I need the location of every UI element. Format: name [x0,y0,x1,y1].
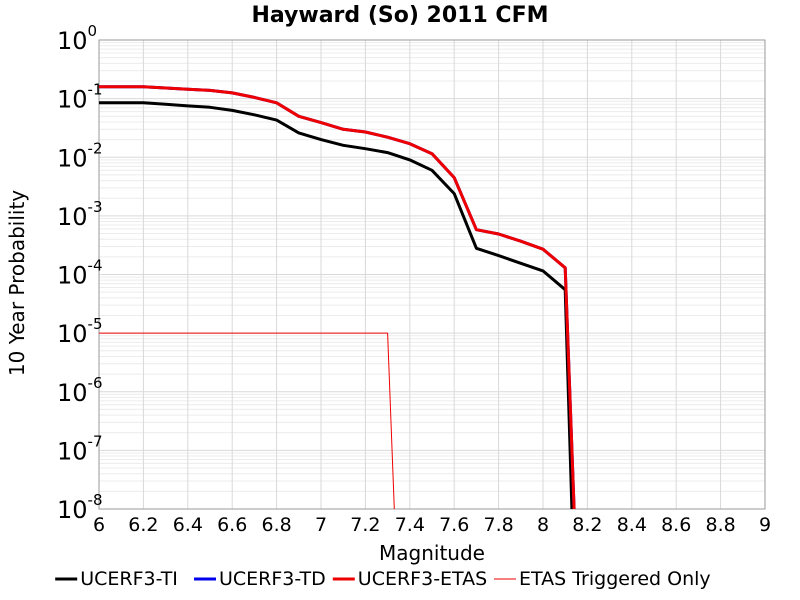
series-line-etas-triggered-only [99,332,395,510]
x-tick-label: 6.8 [261,514,291,536]
x-tick-label: 6 [93,514,105,536]
x-tick-label: 8 [537,514,549,536]
x-tick-label: 9 [759,514,771,536]
x-axis-ticks: 6 6.2 6.4 6.6 6.8 7 7.2 7.4 7.6 7.8 8 8.2 8.4 8.6 8.8 9 [93,514,771,536]
x-tick-label: 7 [315,514,327,536]
series-line-ucerf3-etas [99,85,576,510]
y-tick-label: 10-8 [57,491,103,524]
y-tick-label: 10-3 [57,198,103,231]
y-tick-label: 10-4 [57,257,103,290]
series-layer [99,85,576,510]
x-tick-label: 8.8 [705,514,735,536]
x-tick-label: 8.6 [661,514,691,536]
y-tick-label: 10-1 [57,81,103,114]
y-tick-label: 10-2 [57,139,103,172]
x-axis-label: Magnitude [379,541,485,565]
x-tick-label: 7.8 [483,514,513,536]
y-tick-label: 10-5 [57,315,103,348]
plot-area [98,39,766,510]
series-line-ucerf3-ti [99,101,574,510]
y-tick-label: 10-6 [57,374,103,407]
x-tick-label: 8.4 [617,514,647,536]
legend-label: UCERF3-TD [219,568,326,590]
legend: UCERF3-TI UCERF3-TD UCERF3-ETAS ETAS Trigge… [55,568,711,590]
y-tick-label: 100 [57,22,97,55]
y-axis-ticks: 100 10-1 10-2 10-3 10-4 10-5 10-6 10-7 10-8 [57,22,103,524]
chart-title: Hayward (So) 2011 CFM [251,3,548,28]
x-tick-label: 7.6 [439,514,469,536]
grid [98,39,766,510]
x-tick-label: 7.2 [350,514,380,536]
x-tick-label: 6.4 [173,514,203,536]
y-tick-label: 10-7 [57,432,103,465]
x-tick-label: 7.4 [395,514,425,536]
legend-label: UCERF3-ETAS [358,568,487,590]
y-axis-label: 10 Year Probability [5,190,29,376]
legend-label: UCERF3-TI [80,568,178,590]
legend-label: ETAS Triggered Only [519,568,711,590]
x-tick-label: 8.2 [572,514,602,536]
x-tick-label: 6.2 [128,514,158,536]
x-tick-label: 6.6 [217,514,247,536]
